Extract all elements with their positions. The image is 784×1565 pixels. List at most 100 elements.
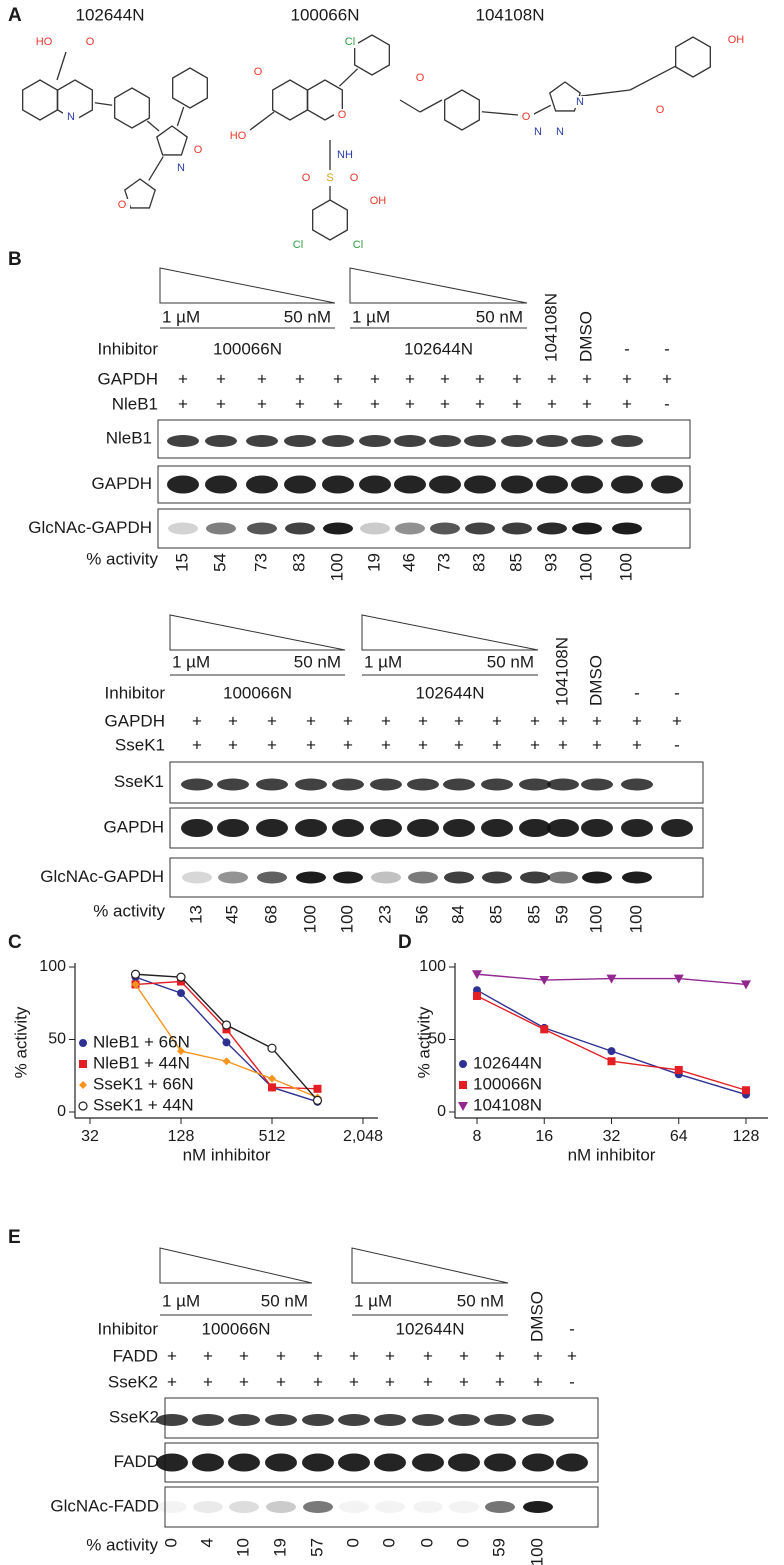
row-mark: + bbox=[423, 1372, 433, 1391]
gradient-high: 1 µM bbox=[364, 652, 402, 671]
row-mark: + bbox=[381, 711, 391, 730]
x-tick-label: 512 bbox=[259, 1128, 286, 1145]
blot-label: GlcNAc-FADD bbox=[50, 1496, 159, 1515]
row-mark: + bbox=[567, 1346, 577, 1365]
band bbox=[581, 778, 613, 791]
band bbox=[448, 1414, 480, 1426]
band bbox=[302, 1414, 334, 1426]
row-mark: + bbox=[295, 369, 305, 388]
glcnac-band bbox=[537, 522, 567, 535]
glcnac-band bbox=[612, 522, 642, 535]
band bbox=[181, 819, 213, 837]
row-mark: + bbox=[558, 711, 568, 730]
y-tick-label: 50 bbox=[428, 1031, 446, 1048]
atom-bg bbox=[530, 126, 546, 138]
legend-label: NleB1 + 66N bbox=[93, 1032, 190, 1051]
bond bbox=[146, 120, 160, 132]
row-mark: + bbox=[672, 711, 682, 730]
activity-value: 100 bbox=[337, 905, 356, 933]
x-tick-label: 128 bbox=[733, 1128, 760, 1145]
y-tick-label: 0 bbox=[57, 1103, 66, 1120]
glcnac-band bbox=[339, 1501, 369, 1513]
bond bbox=[148, 156, 164, 181]
legend-marker bbox=[458, 1102, 468, 1111]
row-mark: + bbox=[622, 394, 632, 413]
activity-value: 56 bbox=[412, 905, 431, 924]
gradient-triangle bbox=[361, 614, 539, 651]
atom-label: O bbox=[86, 36, 95, 48]
glcnac-band bbox=[371, 871, 401, 884]
glcnac-band bbox=[285, 522, 315, 535]
band bbox=[407, 778, 439, 791]
atom-label: Cl bbox=[353, 239, 363, 251]
row-mark: + bbox=[203, 1346, 213, 1365]
band bbox=[295, 819, 327, 837]
lane-name: - bbox=[569, 1319, 575, 1338]
band bbox=[536, 435, 568, 447]
glcnac-band bbox=[622, 871, 652, 884]
lane-name: DMSO bbox=[527, 1291, 546, 1342]
marker bbox=[312, 1095, 323, 1106]
activity-value: 83 bbox=[289, 553, 308, 572]
atom-bg bbox=[63, 111, 79, 123]
atom-label: O bbox=[118, 199, 127, 211]
legend-label: 100066N bbox=[473, 1074, 542, 1093]
row-mark: + bbox=[662, 369, 672, 388]
row-mark: + bbox=[333, 369, 343, 388]
row-mark: + bbox=[512, 394, 522, 413]
compound-name: 102644N bbox=[75, 5, 144, 24]
x-tick-label: 64 bbox=[670, 1128, 688, 1145]
atom-bg bbox=[370, 195, 386, 207]
blot-label: GlcNAc-GAPDH bbox=[40, 867, 164, 886]
band bbox=[256, 778, 288, 791]
x-tick-label: 32 bbox=[603, 1128, 621, 1145]
ring bbox=[272, 79, 308, 121]
bond bbox=[481, 111, 519, 116]
row-mark: + bbox=[192, 711, 202, 730]
marker bbox=[177, 1047, 185, 1056]
row-mark: + bbox=[440, 369, 450, 388]
row-mark: + bbox=[547, 394, 557, 413]
atom-label: HO bbox=[36, 36, 53, 48]
ring bbox=[549, 81, 581, 112]
lane-name: - bbox=[634, 683, 640, 702]
panel-label: A bbox=[8, 5, 22, 26]
row-mark: + bbox=[533, 1346, 543, 1365]
band bbox=[412, 1414, 444, 1426]
activity-value: 85 bbox=[486, 905, 505, 924]
row-mark: + bbox=[167, 1346, 177, 1365]
band bbox=[547, 819, 579, 837]
compound-name: 100066N bbox=[290, 5, 359, 24]
glcnac-band bbox=[257, 871, 287, 884]
activity-value: 19 bbox=[270, 1538, 289, 1557]
marker bbox=[473, 992, 481, 1000]
row-mark: + bbox=[582, 369, 592, 388]
band bbox=[481, 778, 513, 791]
glcnac-band bbox=[572, 522, 602, 535]
band bbox=[332, 778, 364, 791]
activity-value: 15 bbox=[172, 553, 191, 572]
gradient-high: 1 µM bbox=[354, 1291, 392, 1310]
row-mark: + bbox=[632, 735, 642, 754]
band bbox=[167, 435, 199, 447]
band bbox=[332, 819, 364, 837]
gradient-low: 50 nM bbox=[487, 652, 534, 671]
lane-name: - bbox=[624, 339, 630, 358]
band bbox=[228, 1453, 260, 1472]
bond bbox=[531, 104, 552, 116]
atom-bg bbox=[572, 96, 588, 108]
row-mark: + bbox=[239, 1346, 249, 1365]
ring bbox=[307, 79, 343, 121]
marker bbox=[267, 1043, 277, 1053]
activity-value: 100 bbox=[327, 553, 346, 581]
band bbox=[571, 475, 603, 494]
atom-label: O bbox=[656, 104, 665, 116]
band bbox=[217, 819, 249, 837]
row-mark: + bbox=[228, 711, 238, 730]
activity-value: 45 bbox=[222, 905, 241, 924]
gradient-triangle bbox=[159, 267, 336, 304]
blot-label: NleB1 bbox=[106, 428, 152, 447]
row-mark: + bbox=[295, 394, 305, 413]
row-mark: + bbox=[306, 711, 316, 730]
band bbox=[156, 1453, 188, 1472]
